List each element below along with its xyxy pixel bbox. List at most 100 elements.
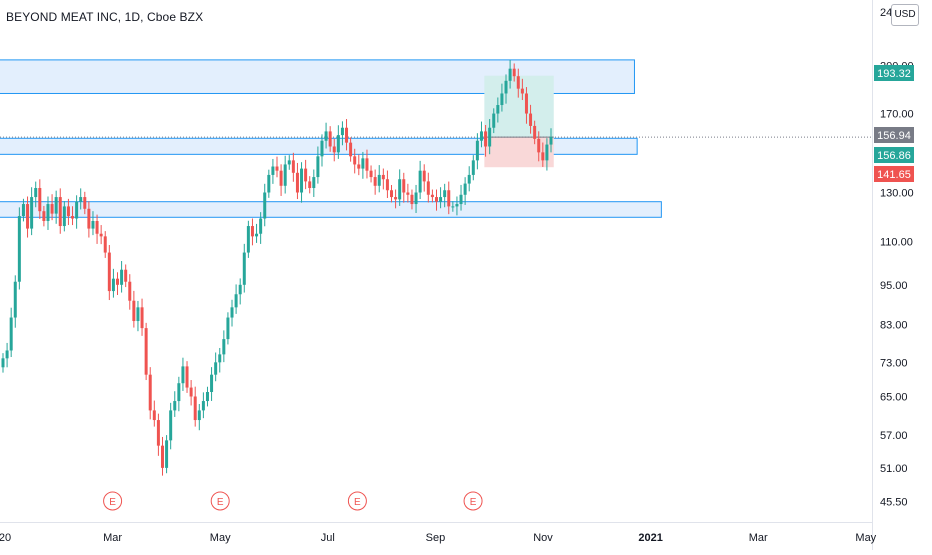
candle-body: [30, 197, 34, 229]
price-label-text: 156.94: [877, 130, 911, 142]
y-tick-label: 95.00: [880, 280, 908, 292]
candle-body: [529, 113, 533, 126]
candle-body: [369, 170, 373, 178]
earnings-marker-label: E: [470, 497, 477, 508]
candle-body: [537, 138, 541, 153]
candle-body: [144, 328, 148, 375]
x-tick-label: Jul: [321, 532, 335, 544]
x-tick-label: 2021: [638, 532, 662, 544]
currency-button[interactable]: USD: [891, 4, 919, 26]
candle-body: [426, 181, 430, 195]
candle-body: [222, 339, 226, 355]
earnings-marker-label: E: [109, 497, 116, 508]
candle-body: [336, 135, 340, 153]
candle-body: [136, 307, 140, 322]
earnings-marker-icon: [210, 491, 230, 511]
y-tick-label: 57.00: [880, 430, 908, 442]
candle-body: [181, 366, 185, 384]
candle-body: [308, 181, 312, 189]
candle-body: [21, 204, 25, 217]
candle-body: [377, 174, 381, 186]
x-axis: 20 Mar May Jul Sep Nov 2021 Mar May: [0, 532, 877, 544]
candle-body: [316, 156, 320, 178]
candle-body: [124, 269, 128, 282]
candle-body: [479, 131, 483, 141]
candle-body: [459, 194, 463, 205]
candle-body: [185, 366, 189, 388]
y-tick-label: 51.00: [880, 463, 908, 475]
y-tick-label: 73.00: [880, 357, 908, 369]
earnings-marker-label: E: [354, 497, 361, 508]
y-tick-label: 83.00: [880, 320, 908, 332]
candle-body: [46, 204, 50, 222]
candle-body: [54, 197, 58, 214]
candle-body: [87, 208, 91, 229]
y-tick-label: 65.00: [880, 391, 908, 403]
candle-body: [455, 204, 459, 207]
candle-body: [312, 177, 316, 189]
candle-body: [422, 170, 426, 182]
candle-body: [361, 158, 365, 169]
candle-body: [201, 401, 205, 411]
candle-body: [533, 125, 537, 139]
candle-body: [287, 160, 291, 165]
candle-body: [295, 172, 299, 193]
candle-body: [205, 391, 209, 402]
candle-body: [62, 206, 66, 227]
candle-body: [66, 206, 70, 217]
candle-body: [79, 197, 83, 202]
y-tick-label: 110.00: [880, 237, 913, 249]
candle-body: [38, 188, 42, 212]
candle-body: [160, 445, 164, 468]
candle-body: [496, 105, 500, 114]
candle-body: [230, 307, 234, 318]
candle-body: [234, 294, 238, 308]
candle-body: [120, 269, 124, 285]
candle-body: [414, 192, 418, 205]
candle-body: [291, 160, 295, 173]
candle-body: [508, 68, 512, 81]
candle-body: [255, 233, 259, 237]
candle-body: [17, 216, 21, 282]
candle-body: [50, 204, 54, 214]
candle-body: [107, 252, 111, 292]
y-tick-label: 130.00: [880, 188, 914, 200]
candle-body: [75, 201, 79, 219]
candle-body: [328, 131, 332, 147]
x-tick-label: Mar: [103, 532, 122, 544]
candle-body: [9, 317, 13, 351]
candle-body: [410, 194, 414, 205]
candle-body: [226, 317, 230, 340]
y-axis: 45.50 51.00 57.00 65.00 73.00 83.00 95.00 110.0…: [880, 7, 914, 508]
candle-body: [34, 188, 38, 198]
candle-body: [463, 183, 467, 195]
candle-body: [148, 374, 152, 411]
candle-body: [418, 170, 422, 193]
earnings-marker-icon: [103, 491, 123, 511]
candle-body: [300, 168, 304, 193]
candle-body: [475, 140, 479, 161]
candle-body: [58, 197, 62, 227]
earnings-marker-label: E: [217, 497, 224, 508]
candle-body: [504, 80, 508, 94]
price-label-box: [874, 65, 914, 81]
x-tick-label: Nov: [533, 532, 553, 544]
candle-body: [394, 197, 398, 200]
candle-body: [500, 93, 504, 106]
candle-body: [549, 136, 553, 145]
candle-body: [373, 177, 377, 186]
symbol-title: BEYOND MEAT INC, 1D, Cboe BZX: [6, 10, 204, 24]
candle-body: [267, 174, 271, 193]
candle-body: [467, 174, 471, 184]
candle-body: [132, 300, 136, 322]
candle-body: [488, 127, 492, 147]
candle-body: [353, 156, 357, 165]
candle-body: [246, 226, 250, 253]
candle-body: [111, 278, 115, 292]
x-tick-label: Mar: [749, 532, 768, 544]
candle-body: [492, 113, 496, 128]
candle-body: [304, 168, 308, 182]
candle-body: [434, 197, 438, 202]
